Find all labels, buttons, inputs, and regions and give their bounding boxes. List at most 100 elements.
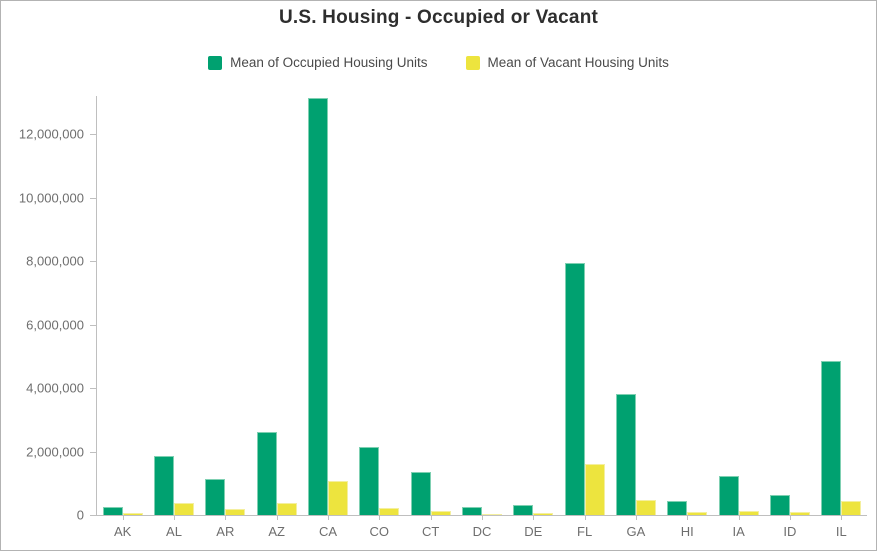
chart-title: U.S. Housing - Occupied or Vacant [278, 7, 599, 28]
bar-vacant-ar[interactable] [225, 509, 246, 515]
bar-occupied-hi[interactable] [667, 501, 688, 515]
bar-group-fl [559, 96, 610, 515]
y-tick-label: 10,000,000 [18, 190, 84, 206]
y-tick-label: 6,000,000 [26, 317, 84, 333]
bar-group-il [816, 96, 867, 515]
bar-vacant-ga[interactable] [635, 500, 656, 515]
bar-occupied-ca[interactable] [307, 98, 328, 515]
y-tick-mark [90, 388, 97, 390]
x-tick-mark [584, 516, 586, 520]
x-label-ar: AR [216, 524, 235, 539]
bar-occupied-il[interactable] [821, 361, 842, 515]
y-tick-label: 8,000,000 [26, 253, 84, 269]
legend-label-occupied: Mean of Occupied Housing Units [230, 55, 428, 70]
bar-vacant-al[interactable] [173, 503, 194, 515]
bar-group-co [354, 96, 405, 515]
bar-group-ga [610, 96, 661, 515]
x-label-ak: AK [113, 524, 132, 539]
vacant-swatch-icon [465, 55, 480, 70]
y-tick-mark [90, 324, 97, 326]
x-tick-mark [225, 516, 227, 520]
y-tick-label: 12,000,000 [18, 126, 84, 142]
x-label-dc: DC [472, 524, 492, 539]
x-label-id: ID [783, 524, 797, 539]
bar-occupied-id[interactable] [769, 495, 790, 515]
x-tick-mark [790, 516, 791, 520]
bar-vacant-id[interactable] [789, 512, 810, 515]
bar-vacant-ia[interactable] [738, 511, 759, 515]
bar-group-ct [405, 96, 456, 515]
bar-group-ar [200, 96, 251, 515]
y-tick-mark [90, 451, 97, 453]
x-tick-mark [533, 516, 535, 520]
bar-occupied-de[interactable] [513, 505, 534, 515]
bar-group-id [764, 96, 815, 515]
bar-vacant-ct[interactable] [430, 511, 451, 515]
occupied-swatch-icon [208, 55, 223, 70]
y-tick-mark [90, 197, 97, 199]
bar-vacant-ca[interactable] [327, 481, 348, 515]
bar-group-ia [713, 96, 764, 515]
x-label-fl: FL [577, 524, 593, 539]
bar-vacant-hi[interactable] [687, 512, 708, 515]
bar-occupied-fl[interactable] [564, 263, 585, 515]
bar-group-dc [456, 96, 507, 515]
legend: Mean of Occupied Housing Units Mean of V… [1, 55, 876, 70]
bar-occupied-co[interactable] [359, 447, 380, 515]
bar-occupied-ak[interactable] [102, 507, 123, 515]
bar-vacant-co[interactable] [379, 508, 400, 515]
x-tick-mark [482, 516, 483, 520]
bar-group-ak [97, 96, 148, 515]
x-tick-mark [841, 516, 843, 520]
y-tick-mark [90, 134, 97, 136]
bar-occupied-ia[interactable] [718, 476, 739, 515]
x-tick-mark [122, 516, 124, 520]
bar-vacant-ak[interactable] [122, 513, 143, 515]
bar-group-de [508, 96, 559, 515]
bar-vacant-il[interactable] [841, 501, 862, 515]
x-tick-mark [174, 516, 175, 520]
bar-vacant-az[interactable] [276, 503, 297, 515]
bar-group-az [251, 96, 302, 515]
bar-group-ca [302, 96, 353, 515]
y-tick-label: 4,000,000 [26, 380, 84, 396]
legend-item-vacant[interactable]: Mean of Vacant Housing Units [465, 55, 669, 70]
x-label-de: DE [524, 524, 543, 539]
plot-area [97, 96, 867, 515]
bar-occupied-al[interactable] [153, 456, 174, 515]
y-tick-mark [90, 261, 97, 263]
x-label-ct: CT [421, 524, 440, 539]
x-label-il: IL [835, 524, 847, 539]
bar-occupied-ct[interactable] [410, 472, 431, 515]
x-axis-line [96, 515, 867, 516]
x-label-ga: GA [626, 524, 646, 539]
y-tick-label: 2,000,000 [26, 444, 84, 459]
x-tick-mark [328, 516, 329, 520]
bar-occupied-az[interactable] [256, 432, 277, 515]
bar-occupied-ga[interactable] [615, 394, 636, 515]
x-label-al: AL [166, 524, 182, 539]
x-label-az: AZ [268, 524, 285, 539]
x-axis-labels: AK AL AR AZ CA CO CT DC DE FL GA HI IA ID IL [97, 524, 867, 539]
y-tick-mark [90, 515, 97, 516]
x-tick-mark [738, 516, 740, 520]
x-tick-mark [379, 516, 381, 520]
bar-occupied-dc[interactable] [461, 507, 482, 515]
x-tick-mark [636, 516, 637, 520]
bar-vacant-dc[interactable] [481, 514, 502, 515]
bar-occupied-ar[interactable] [205, 479, 226, 515]
x-label-ia: IA [732, 524, 745, 539]
legend-label-vacant: Mean of Vacant Housing Units [487, 55, 669, 70]
bar-vacant-fl[interactable] [584, 464, 605, 515]
x-label-co: CO [369, 524, 390, 539]
x-label-hi: HI [680, 524, 694, 539]
y-tick-label: 0 [76, 507, 84, 523]
x-tick-mark [276, 516, 278, 520]
x-tick-mark [430, 516, 432, 520]
x-label-ca: CA [318, 524, 337, 539]
y-axis-line [96, 96, 97, 515]
bar-vacant-de[interactable] [533, 513, 554, 515]
legend-item-occupied[interactable]: Mean of Occupied Housing Units [208, 55, 428, 70]
bar-group-hi [662, 96, 713, 515]
